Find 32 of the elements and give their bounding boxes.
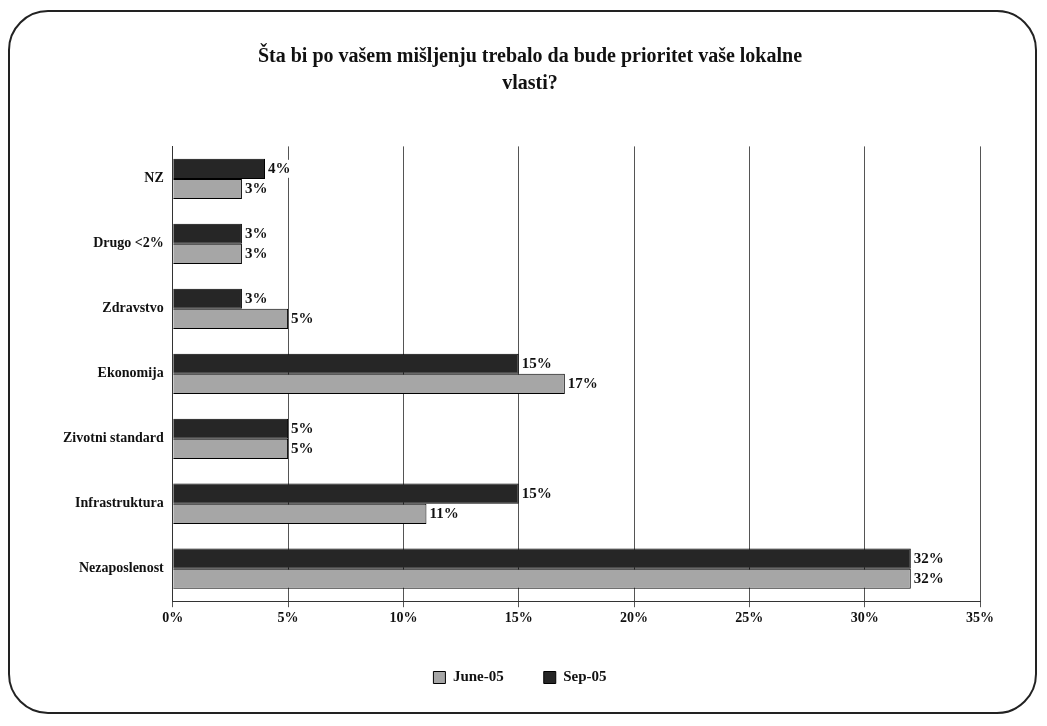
x-tick-label: 20% <box>620 610 649 626</box>
x-tick-label: 0% <box>162 610 184 626</box>
legend-label: June-05 <box>452 668 504 685</box>
data-label: 5% <box>291 419 314 436</box>
x-tick-label: 15% <box>504 610 533 626</box>
data-label: 3% <box>244 224 268 241</box>
data-label: 17% <box>567 374 598 391</box>
x-tick-label: 25% <box>735 610 764 626</box>
y-tick-label: Zdravstvo <box>102 300 164 316</box>
y-tick-label: Ekonomija <box>97 365 164 381</box>
y-tick-label: Infrastruktura <box>75 495 164 511</box>
data-label: 15% <box>521 484 552 501</box>
data-label: 5% <box>291 309 314 326</box>
data-label: 3% <box>244 179 268 196</box>
data-label: 5% <box>291 439 314 456</box>
legend-label: Sep-05 <box>563 668 607 685</box>
x-tick-label: 30% <box>850 610 879 626</box>
data-label: 32% <box>913 569 944 586</box>
x-tick-label: 35% <box>966 610 994 626</box>
data-label: 11% <box>429 504 459 521</box>
y-tick-label: NZ <box>144 170 164 186</box>
data-label: 4% <box>268 159 291 176</box>
data-label: 3% <box>244 289 268 306</box>
y-tick-label: Drugo <2% <box>93 235 164 251</box>
data-label: 15% <box>521 354 552 371</box>
y-tick-label: Nezaposlenost <box>78 560 165 576</box>
x-tick-label: 5% <box>277 610 299 626</box>
y-tick-label: Zivotni standard <box>63 430 164 446</box>
data-label: 32% <box>913 549 944 566</box>
chart-title: Šta bi po vašem mišljenju trebalo da bude prioritet vaše lokalne vlasti? <box>256 42 804 95</box>
x-tick-label: 10% <box>389 610 418 626</box>
data-label: 3% <box>244 244 268 261</box>
